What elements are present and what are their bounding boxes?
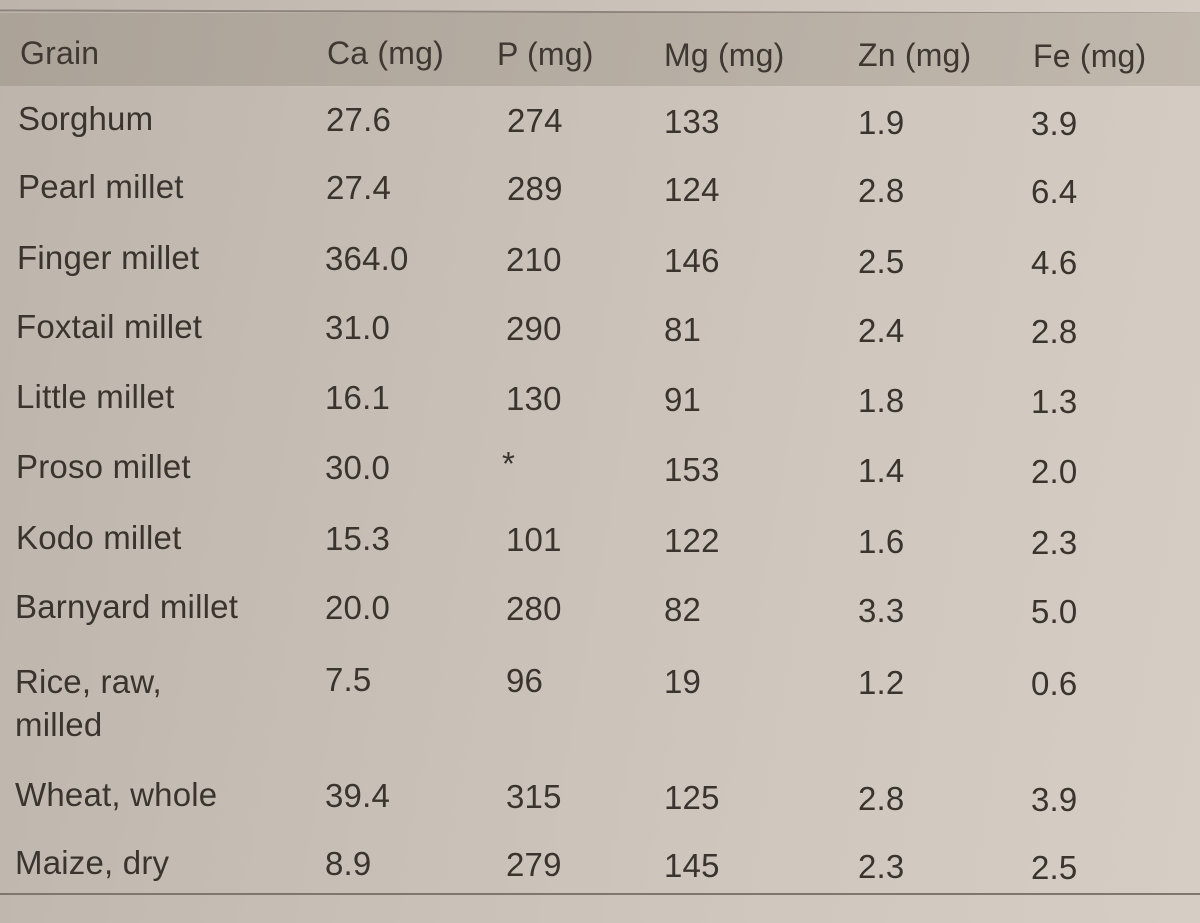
cell-grain: Wheat, whole (15, 776, 218, 813)
cell-zn: 2.8 (858, 172, 905, 209)
cell-ca: 16.1 (325, 379, 391, 416)
cell-p: 315 (506, 778, 562, 815)
cell-mg: 153 (664, 451, 720, 488)
cell-mg: 19 (664, 663, 702, 700)
cell-grain: Barnyard millet (15, 588, 239, 625)
table-header-band (0, 13, 1200, 86)
cell-fe: 3.9 (1031, 105, 1078, 142)
cell-grain: Little millet (16, 378, 175, 415)
cell-p: 96 (506, 662, 544, 699)
cell-grain: Sorghum (18, 100, 154, 137)
cell-mg: 133 (664, 103, 720, 140)
cell-p: 210 (506, 241, 562, 278)
cell-mg: 124 (664, 171, 720, 208)
cell-fe: 2.0 (1031, 453, 1078, 490)
cell-p: 279 (506, 846, 562, 883)
cell-grain: Foxtail millet (16, 308, 203, 345)
cell-fe: 2.3 (1031, 524, 1078, 561)
header-grain: Grain (20, 35, 100, 71)
cell-ca: 39.4 (325, 777, 391, 814)
cell-p: 101 (506, 521, 562, 558)
header-zn: Zn (mg) (858, 37, 972, 73)
cell-p: 130 (506, 380, 562, 417)
cell-p: 274 (507, 102, 563, 139)
cell-ca: 20.0 (325, 589, 391, 626)
cell-ca: 15.3 (325, 520, 391, 557)
cell-grain: Proso millet (16, 448, 191, 485)
cell-p: 289 (507, 170, 563, 207)
cell-mg: 125 (664, 779, 720, 816)
cell-grain: Pearl millet (18, 168, 184, 205)
cell-zn: 3.3 (858, 592, 905, 629)
table-bottom-rule (0, 893, 1200, 895)
cell-fe: 4.6 (1031, 244, 1078, 281)
cell-grain: Kodo millet (16, 519, 182, 556)
cell-zn: 2.8 (858, 780, 905, 817)
cropped-footnote-text (0, 906, 1200, 923)
cell-mg: 82 (664, 591, 702, 628)
cell-fe: 2.5 (1031, 849, 1078, 886)
cell-zn: 1.8 (858, 382, 905, 419)
header-fe: Fe (mg) (1033, 38, 1147, 74)
cell-fe: 6.4 (1031, 173, 1078, 210)
cell-fe: 2.8 (1031, 313, 1078, 350)
cell-p: 290 (506, 310, 562, 347)
cell-mg: 146 (664, 242, 720, 279)
cell-ca: 364.0 (325, 240, 409, 277)
cell-ca: 27.4 (326, 169, 392, 206)
cell-zn: 1.6 (858, 523, 905, 560)
cell-zn: 2.4 (858, 312, 905, 349)
cell-grain: Maize, dry (15, 844, 170, 881)
cell-p: 280 (506, 590, 562, 627)
cell-grain: Rice, raw, milled (15, 663, 162, 743)
cell-zn: 2.3 (858, 848, 905, 885)
cell-ca: 7.5 (325, 661, 372, 698)
cell-mg: 122 (664, 522, 720, 559)
cell-p: * (502, 445, 516, 482)
cell-mg: 91 (664, 381, 702, 418)
cell-ca: 8.9 (325, 845, 372, 882)
header-p: P (mg) (497, 36, 594, 72)
cell-ca: 27.6 (326, 101, 392, 138)
cell-zn: 1.9 (858, 104, 905, 141)
cell-mg: 81 (664, 311, 702, 348)
header-ca: Ca (mg) (327, 35, 444, 71)
cell-grain: Finger millet (17, 239, 200, 276)
cell-fe: 0.6 (1031, 665, 1078, 702)
cell-mg: 145 (664, 847, 720, 884)
cell-fe: 5.0 (1031, 593, 1078, 630)
cell-fe: 1.3 (1031, 383, 1078, 420)
cell-fe: 3.9 (1031, 781, 1078, 818)
cell-ca: 31.0 (325, 309, 391, 346)
cell-zn: 1.2 (858, 664, 905, 701)
header-mg: Mg (mg) (664, 37, 785, 73)
cell-zn: 2.5 (858, 243, 905, 280)
cell-zn: 1.4 (858, 452, 905, 489)
cell-ca: 30.0 (325, 449, 391, 486)
